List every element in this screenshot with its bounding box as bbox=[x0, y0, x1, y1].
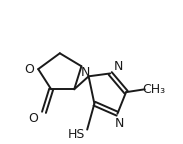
Text: N: N bbox=[80, 66, 90, 78]
Text: HS: HS bbox=[68, 128, 85, 141]
Text: O: O bbox=[24, 63, 34, 76]
Text: N: N bbox=[113, 60, 123, 73]
Text: CH₃: CH₃ bbox=[143, 83, 166, 96]
Text: O: O bbox=[28, 112, 38, 125]
Text: N: N bbox=[115, 117, 124, 130]
